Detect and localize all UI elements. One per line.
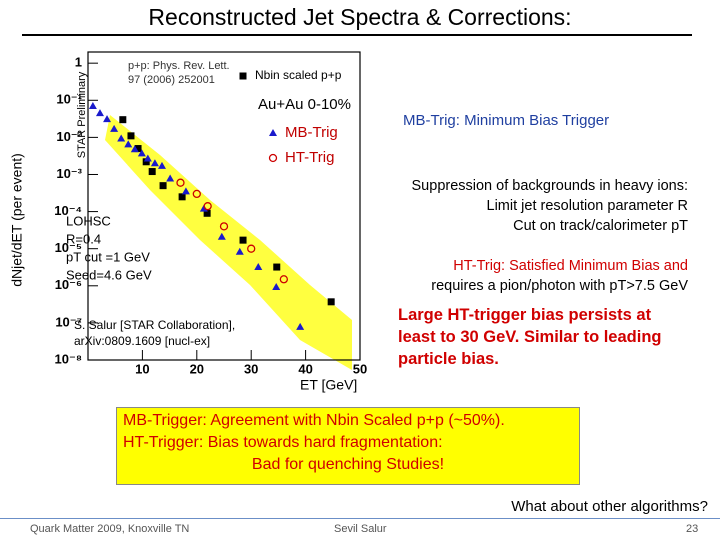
data-point	[159, 182, 167, 190]
data-point	[272, 282, 281, 290]
legend-marker	[268, 153, 278, 163]
legend-label: Nbin scaled p+p	[255, 68, 342, 82]
data-point	[296, 322, 305, 330]
summary-line: HT-Trigger: Bias towards hard fragmentat…	[123, 434, 443, 451]
legend-marker	[269, 129, 277, 136]
x-axis-label: ET [GeV]	[300, 377, 357, 393]
data-point	[181, 187, 190, 195]
data-point	[88, 102, 97, 110]
data-point	[327, 298, 335, 306]
algorithm-label: R=0.4	[66, 231, 101, 246]
legend-label: HT-Trig	[285, 149, 334, 166]
legend-marker	[239, 72, 247, 80]
system-label: Au+Au 0-10%	[258, 96, 351, 113]
y-axis-label: dNjet/dET (per event)	[9, 153, 25, 287]
note-line: Large HT-trigger bias persists at	[398, 306, 652, 324]
note-ht: HT-Trig: Satisfied Minimum Bias and requ…	[431, 256, 688, 296]
note-line: Cut on track/calorimeter pT	[513, 218, 688, 234]
note-line: particle bias.	[398, 350, 499, 368]
data-point	[166, 174, 175, 182]
algorithm-label: Seed=4.6 GeV	[66, 267, 152, 282]
data-point	[178, 193, 186, 201]
y-tick-label: 10⁻⁵	[55, 240, 82, 255]
x-tick-label: 10	[135, 361, 149, 376]
note-suppression: Suppression of backgrounds in heavy ions…	[412, 176, 688, 236]
citation: arXiv:0809.1609 [nucl-ex]	[74, 334, 210, 348]
data-point	[150, 159, 159, 167]
citation: S. Salur [STAR Collaboration],	[74, 318, 235, 332]
x-tick-label: 40	[298, 361, 312, 376]
data-point	[239, 236, 247, 244]
y-tick-label: 10⁻³	[56, 166, 82, 181]
y-tick-label: 10⁻⁸	[55, 351, 82, 366]
data-point	[134, 145, 142, 153]
y-tick-label: 10⁻⁷	[55, 314, 82, 329]
reference: 97 (2006) 252001	[128, 74, 215, 86]
data-point	[124, 140, 133, 148]
data-point	[273, 263, 281, 271]
reference: p+p: Phys. Rev. Lett.	[128, 60, 230, 72]
data-point	[235, 247, 244, 255]
data-point	[157, 161, 166, 169]
y-tick-label: 10⁻⁴	[54, 203, 82, 218]
data-point	[103, 115, 112, 123]
data-point	[127, 132, 135, 140]
legend-label: MB-Trig	[285, 124, 338, 141]
footer-page: 23	[686, 523, 699, 535]
note-line: HT-Trig: Satisfied Minimum Bias and	[453, 258, 688, 274]
note-mb: MB-Trig: Minimum Bias Trigger	[403, 112, 610, 129]
data-point	[247, 244, 256, 253]
data-point	[203, 209, 211, 217]
y-tick-label: 1	[75, 55, 82, 70]
slide-title: Reconstructed Jet Spectra & Corrections:	[148, 4, 572, 30]
note-line: Limit jet resolution parameter R	[486, 198, 688, 214]
summary-line: MB-Trigger: Agreement with Nbin Scaled p…	[123, 412, 505, 429]
data-point	[219, 222, 229, 231]
plot-frame	[87, 51, 361, 361]
data-point	[119, 116, 127, 124]
footer-left: Quark Matter 2009, Knoxville TN	[30, 523, 190, 535]
data-point	[279, 275, 288, 284]
note-line: least to 30 GeV. Similar to leading	[398, 328, 662, 346]
x-tick-label: 50	[353, 361, 367, 376]
data-point	[148, 168, 156, 176]
note-line: requires a pion/photon with pT>7.5 GeV	[431, 278, 688, 294]
y-tick-label: 10⁻²	[56, 129, 82, 144]
data-point	[130, 145, 139, 153]
note-bias: Large HT-trigger bias persists at least …	[398, 304, 661, 370]
x-tick-label: 30	[244, 361, 258, 376]
data-point	[143, 154, 152, 162]
data-point	[192, 189, 201, 199]
preliminary: STAR Preliminary	[76, 71, 88, 158]
question: What about other algorithms?	[511, 498, 708, 515]
y-tick-label: 10⁻⁶	[55, 277, 82, 292]
x-tick-label: 20	[190, 361, 204, 376]
title-rule	[22, 34, 692, 36]
data-point	[142, 158, 150, 166]
footer-center: Sevil Salur	[334, 523, 387, 535]
note-line: Suppression of backgrounds in heavy ions…	[411, 178, 688, 194]
data-point	[217, 232, 226, 240]
chart: 1 10⁻¹ 10⁻² 10⁻³ 10⁻⁴ 10⁻⁵ 10⁻⁶ 10⁻⁷ 10⁻⁸ 10 20 30 4…	[9, 51, 367, 393]
algorithm-label: LOHSC	[66, 213, 111, 228]
y-tick-label: 10⁻¹	[56, 92, 82, 107]
systematic-band	[105, 115, 352, 370]
data-point	[137, 149, 146, 157]
footer-rule	[0, 518, 720, 519]
data-point	[117, 134, 126, 142]
summary-line: Bad for quenching Studies!	[251, 456, 445, 473]
data-point	[203, 202, 212, 211]
summary-box: MB-Trigger: Agreement with Nbin Scaled p…	[116, 407, 580, 485]
data-point	[176, 178, 185, 187]
data-point	[110, 124, 119, 132]
data-point	[95, 109, 104, 117]
data-point	[254, 263, 263, 271]
algorithm-label: pT cut =1 GeV	[66, 249, 150, 264]
